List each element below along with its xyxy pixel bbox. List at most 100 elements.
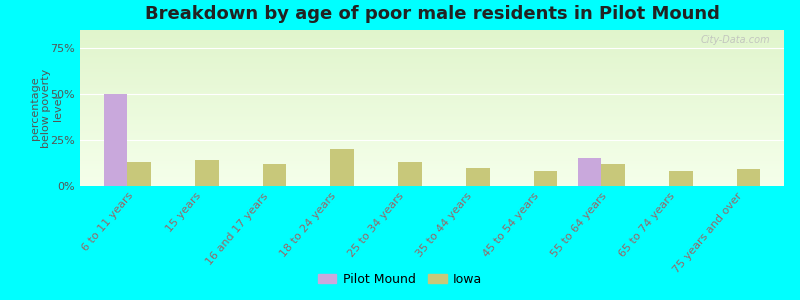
Bar (80, 43, 784, 44)
Bar (80, 82, 784, 83)
Bar (80, 177, 784, 178)
Bar (534, 171, 558, 186)
Bar (80, 80, 784, 82)
Bar (330, 149, 354, 186)
Bar (80, 128, 784, 130)
Bar (80, 85, 784, 86)
Bar (80, 121, 784, 122)
Bar (80, 184, 784, 186)
Bar (80, 68, 784, 69)
Bar (80, 102, 784, 103)
Bar (80, 100, 784, 102)
Bar (80, 83, 784, 85)
Bar (80, 170, 784, 172)
Bar (80, 133, 784, 134)
Bar (80, 139, 784, 141)
Bar (80, 94, 784, 95)
Bar (80, 78, 784, 80)
Bar (80, 122, 784, 124)
Bar (80, 166, 784, 167)
Bar (80, 70, 784, 72)
Bar (80, 160, 784, 161)
Y-axis label: percentage
below poverty
level: percentage below poverty level (30, 68, 63, 148)
Title: Breakdown by age of poor male residents in Pilot Mound: Breakdown by age of poor male residents … (145, 5, 719, 23)
Bar (80, 108, 784, 110)
Bar (80, 41, 784, 43)
Bar (80, 178, 784, 180)
Bar (80, 167, 784, 169)
Bar (80, 142, 784, 144)
Bar (80, 99, 784, 100)
Bar (80, 97, 784, 99)
Bar (80, 60, 784, 61)
Bar (80, 147, 784, 148)
Bar (80, 152, 784, 153)
Bar (80, 77, 784, 78)
Bar (80, 110, 784, 111)
Bar (80, 175, 784, 177)
Bar (80, 130, 784, 131)
Bar (262, 164, 286, 186)
Bar (80, 124, 784, 125)
Bar (80, 89, 784, 91)
Bar (80, 114, 784, 116)
Bar (80, 158, 784, 160)
Bar (466, 168, 490, 186)
Bar (80, 55, 784, 56)
Bar (80, 125, 784, 127)
Bar (80, 44, 784, 46)
Bar (80, 127, 784, 128)
Bar (80, 58, 784, 60)
Bar (80, 136, 784, 138)
Bar (80, 150, 784, 152)
Bar (80, 146, 784, 147)
Bar (80, 172, 784, 173)
Bar (104, 94, 127, 186)
Bar (80, 119, 784, 121)
Bar (80, 74, 784, 75)
Bar (80, 153, 784, 155)
Bar (80, 169, 784, 170)
Bar (80, 148, 784, 150)
Bar (195, 160, 218, 186)
Bar (80, 52, 784, 53)
Bar (80, 173, 784, 175)
Bar (80, 131, 784, 133)
Bar (578, 158, 602, 186)
Bar (80, 144, 784, 146)
Bar (80, 46, 784, 47)
Bar (80, 39, 784, 41)
Bar (80, 113, 784, 114)
Bar (80, 105, 784, 106)
Bar (80, 95, 784, 97)
Bar (80, 164, 784, 166)
Bar (80, 88, 784, 89)
Bar (80, 61, 784, 63)
Bar (80, 86, 784, 88)
Bar (80, 50, 784, 52)
Bar (80, 91, 784, 92)
Bar (80, 38, 784, 39)
Bar (80, 138, 784, 139)
Bar (669, 171, 693, 186)
Bar (80, 75, 784, 77)
Bar (80, 92, 784, 94)
Bar (80, 30, 784, 31)
Bar (80, 116, 784, 117)
Legend: Pilot Mound, Iowa: Pilot Mound, Iowa (313, 268, 487, 291)
Bar (80, 36, 784, 38)
Bar (80, 180, 784, 181)
Bar (80, 49, 784, 50)
Text: City-Data.com: City-Data.com (700, 35, 770, 45)
Bar (80, 56, 784, 58)
Bar (80, 181, 784, 183)
Bar (80, 69, 784, 70)
Bar (602, 164, 625, 186)
Bar (80, 183, 784, 184)
Bar (80, 33, 784, 35)
Bar (80, 35, 784, 36)
Bar (80, 32, 784, 33)
Bar (80, 72, 784, 74)
Bar (80, 63, 784, 64)
Bar (80, 117, 784, 119)
